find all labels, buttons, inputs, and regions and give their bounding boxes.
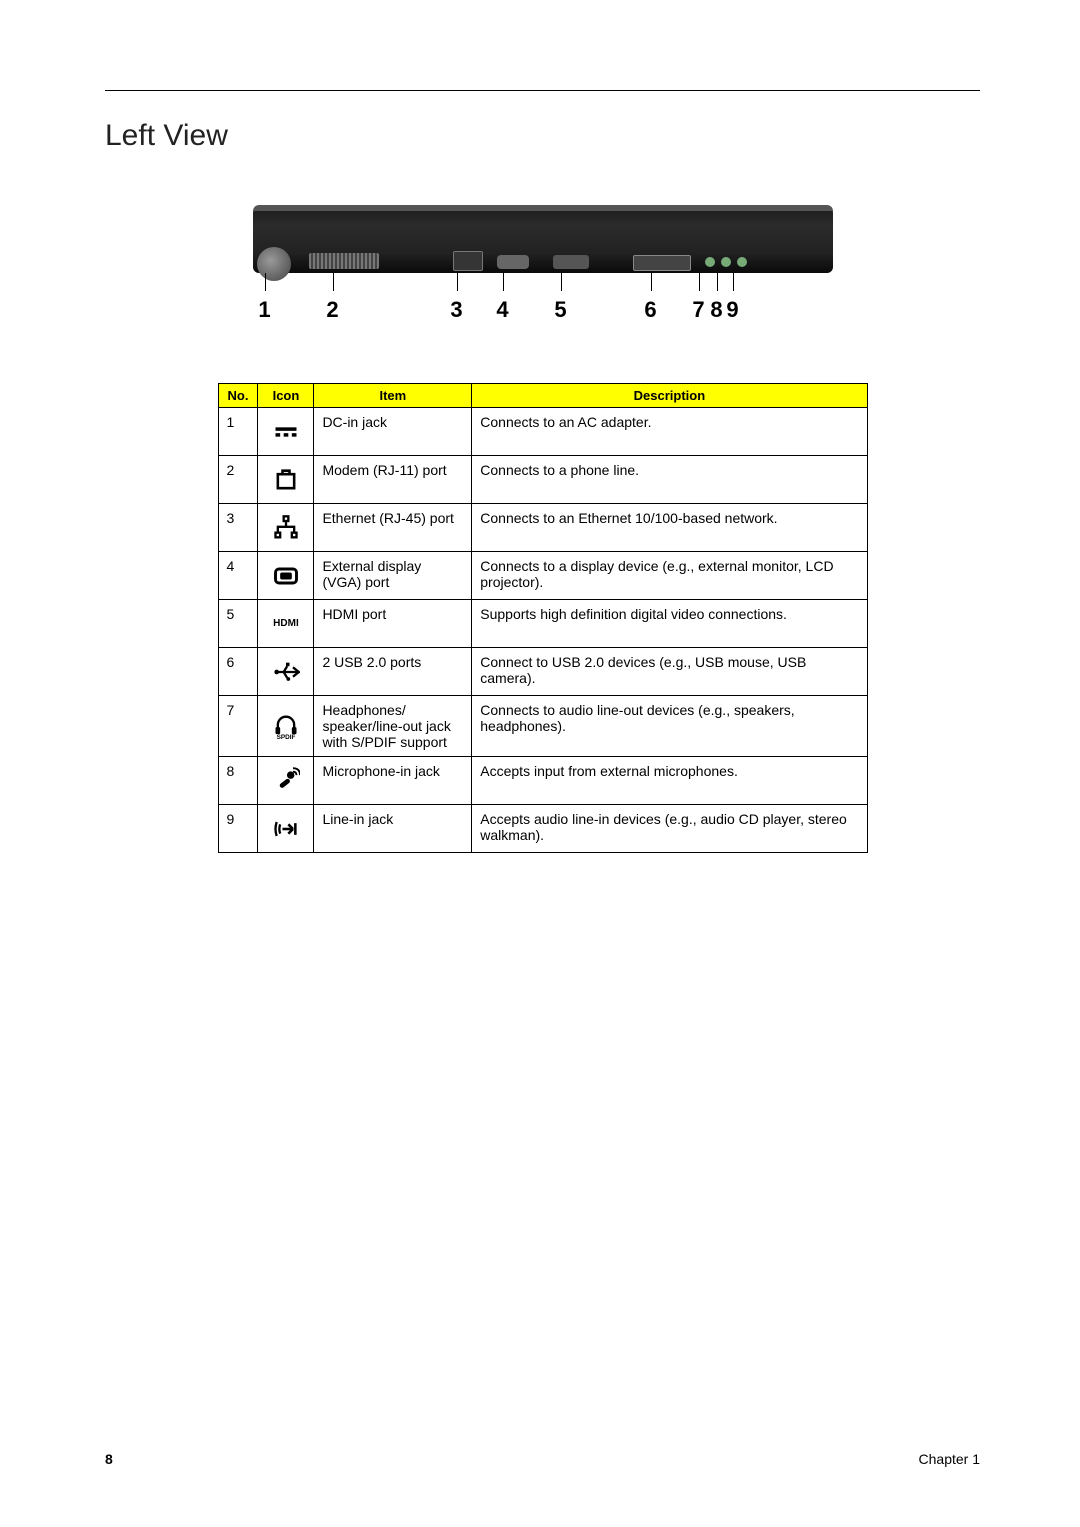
cell-description: Connects to audio line-out devices (e.g.… — [472, 696, 867, 757]
cell-no: 3 — [218, 504, 258, 552]
dc-in-icon — [272, 418, 300, 446]
table-row: 6 2 USB 2.0 portsConnect to USB 2.0 devic… — [218, 648, 867, 696]
cell-icon — [258, 696, 314, 757]
callout-line — [503, 273, 504, 291]
left-view-diagram: 1 2 3 4 5 6 789 — [105, 193, 980, 333]
cell-item: DC-in jack — [314, 408, 472, 456]
callout-number: 1 — [258, 297, 270, 323]
cell-item: External display (VGA) port — [314, 552, 472, 600]
cell-icon — [258, 552, 314, 600]
line-in-icon — [272, 815, 300, 843]
table-row: 5 HDMI HDMI portSupports high definition d… — [218, 600, 867, 648]
callout-line — [457, 273, 458, 291]
diagram-port-4 — [497, 255, 529, 269]
cell-description: Connects to an Ethernet 10/100-based net… — [472, 504, 867, 552]
section-title: Left View — [105, 119, 980, 153]
cell-item: HDMI port — [314, 600, 472, 648]
table-row: 7 Headphones/ speaker/line-out jack with … — [218, 696, 867, 757]
modem-icon — [272, 466, 300, 494]
cell-item: Ethernet (RJ-45) port — [314, 504, 472, 552]
callout-line — [333, 273, 334, 291]
cell-item: Headphones/ speaker/line-out jack with S… — [314, 696, 472, 757]
page-number: 8 — [105, 1451, 113, 1467]
cell-icon — [258, 648, 314, 696]
callout-number: 5 — [554, 297, 566, 323]
ethernet-icon — [272, 514, 300, 542]
th-no: No. — [218, 384, 258, 408]
cell-item: 2 USB 2.0 ports — [314, 648, 472, 696]
cell-description: Supports high definition digital video c… — [472, 600, 867, 648]
diagram-port-8 — [721, 257, 731, 267]
cell-no: 5 — [218, 600, 258, 648]
callout-number: 7 — [692, 297, 704, 323]
diagram-port-3 — [453, 251, 483, 271]
cell-icon — [258, 408, 314, 456]
ports-table: No. Icon Item Description 1DC-in jackCon… — [218, 383, 868, 853]
callout-line — [561, 273, 562, 291]
th-item: Item — [314, 384, 472, 408]
diagram-port-2 — [309, 253, 379, 269]
table-row: 4 External display (VGA) portConnects to … — [218, 552, 867, 600]
document-page: Left View 123456789 No. Icon Item — [0, 0, 1080, 1527]
table-row: 2 Modem (RJ-11) portConnects to a phone l… — [218, 456, 867, 504]
cell-description: Connects to a display device (e.g., exte… — [472, 552, 867, 600]
diagram-port-6 — [633, 255, 691, 271]
th-icon: Icon — [258, 384, 314, 408]
callout-line — [265, 273, 266, 291]
diagram-callouts: 1 2 3 4 5 6 789 — [243, 273, 843, 333]
cell-description: Accepts audio line-in devices (e.g., aud… — [472, 805, 867, 853]
vga-icon — [272, 562, 300, 590]
callout-number: 3 — [450, 297, 462, 323]
hdmi-text-icon: HDMI — [273, 618, 299, 629]
cell-item: Line-in jack — [314, 805, 472, 853]
cell-description: Connects to an AC adapter. — [472, 408, 867, 456]
cell-item: Modem (RJ-11) port — [314, 456, 472, 504]
chapter-label: Chapter 1 — [919, 1451, 980, 1467]
callout-number: 8 — [710, 297, 722, 323]
diagram-port-9 — [737, 257, 747, 267]
cell-icon — [258, 504, 314, 552]
page-footer: 8 Chapter 1 — [105, 1451, 980, 1467]
cell-item: Microphone-in jack — [314, 757, 472, 805]
table-row: 9 Line-in jackAccepts audio line-in devic… — [218, 805, 867, 853]
laptop-side-illustration — [253, 205, 833, 273]
usb-icon — [272, 658, 300, 686]
cell-description: Accepts input from external microphones. — [472, 757, 867, 805]
cell-no: 8 — [218, 757, 258, 805]
th-description: Description — [472, 384, 867, 408]
cell-icon — [258, 456, 314, 504]
callout-line — [733, 273, 734, 291]
cell-icon — [258, 805, 314, 853]
callout-number: 9 — [726, 297, 738, 323]
diagram-port-7 — [705, 257, 715, 267]
cell-description: Connects to a phone line. — [472, 456, 867, 504]
cell-icon: HDMI — [258, 600, 314, 648]
diagram-port-5 — [553, 255, 589, 269]
microphone-icon — [272, 767, 300, 795]
cell-description: Connect to USB 2.0 devices (e.g., USB mo… — [472, 648, 867, 696]
table-row: 8 Microphone-in jackAccepts input from ex… — [218, 757, 867, 805]
table-header-row: No. Icon Item Description — [218, 384, 867, 408]
table-row: 1 DC-in jackConnects to an AC adapter. — [218, 408, 867, 456]
cell-no: 4 — [218, 552, 258, 600]
cell-no: 7 — [218, 696, 258, 757]
callout-line — [699, 273, 700, 291]
cell-no: 2 — [218, 456, 258, 504]
spdif-headphones-icon — [272, 712, 300, 740]
header-rule — [105, 90, 980, 91]
cell-no: 1 — [218, 408, 258, 456]
callout-number: 4 — [496, 297, 508, 323]
cell-no: 6 — [218, 648, 258, 696]
cell-icon — [258, 757, 314, 805]
callout-line — [717, 273, 718, 291]
callout-number: 2 — [326, 297, 338, 323]
table-row: 3 Ethernet (RJ-45) portConnects to an Eth… — [218, 504, 867, 552]
callout-number: 6 — [644, 297, 656, 323]
cell-no: 9 — [218, 805, 258, 853]
callout-line — [651, 273, 652, 291]
